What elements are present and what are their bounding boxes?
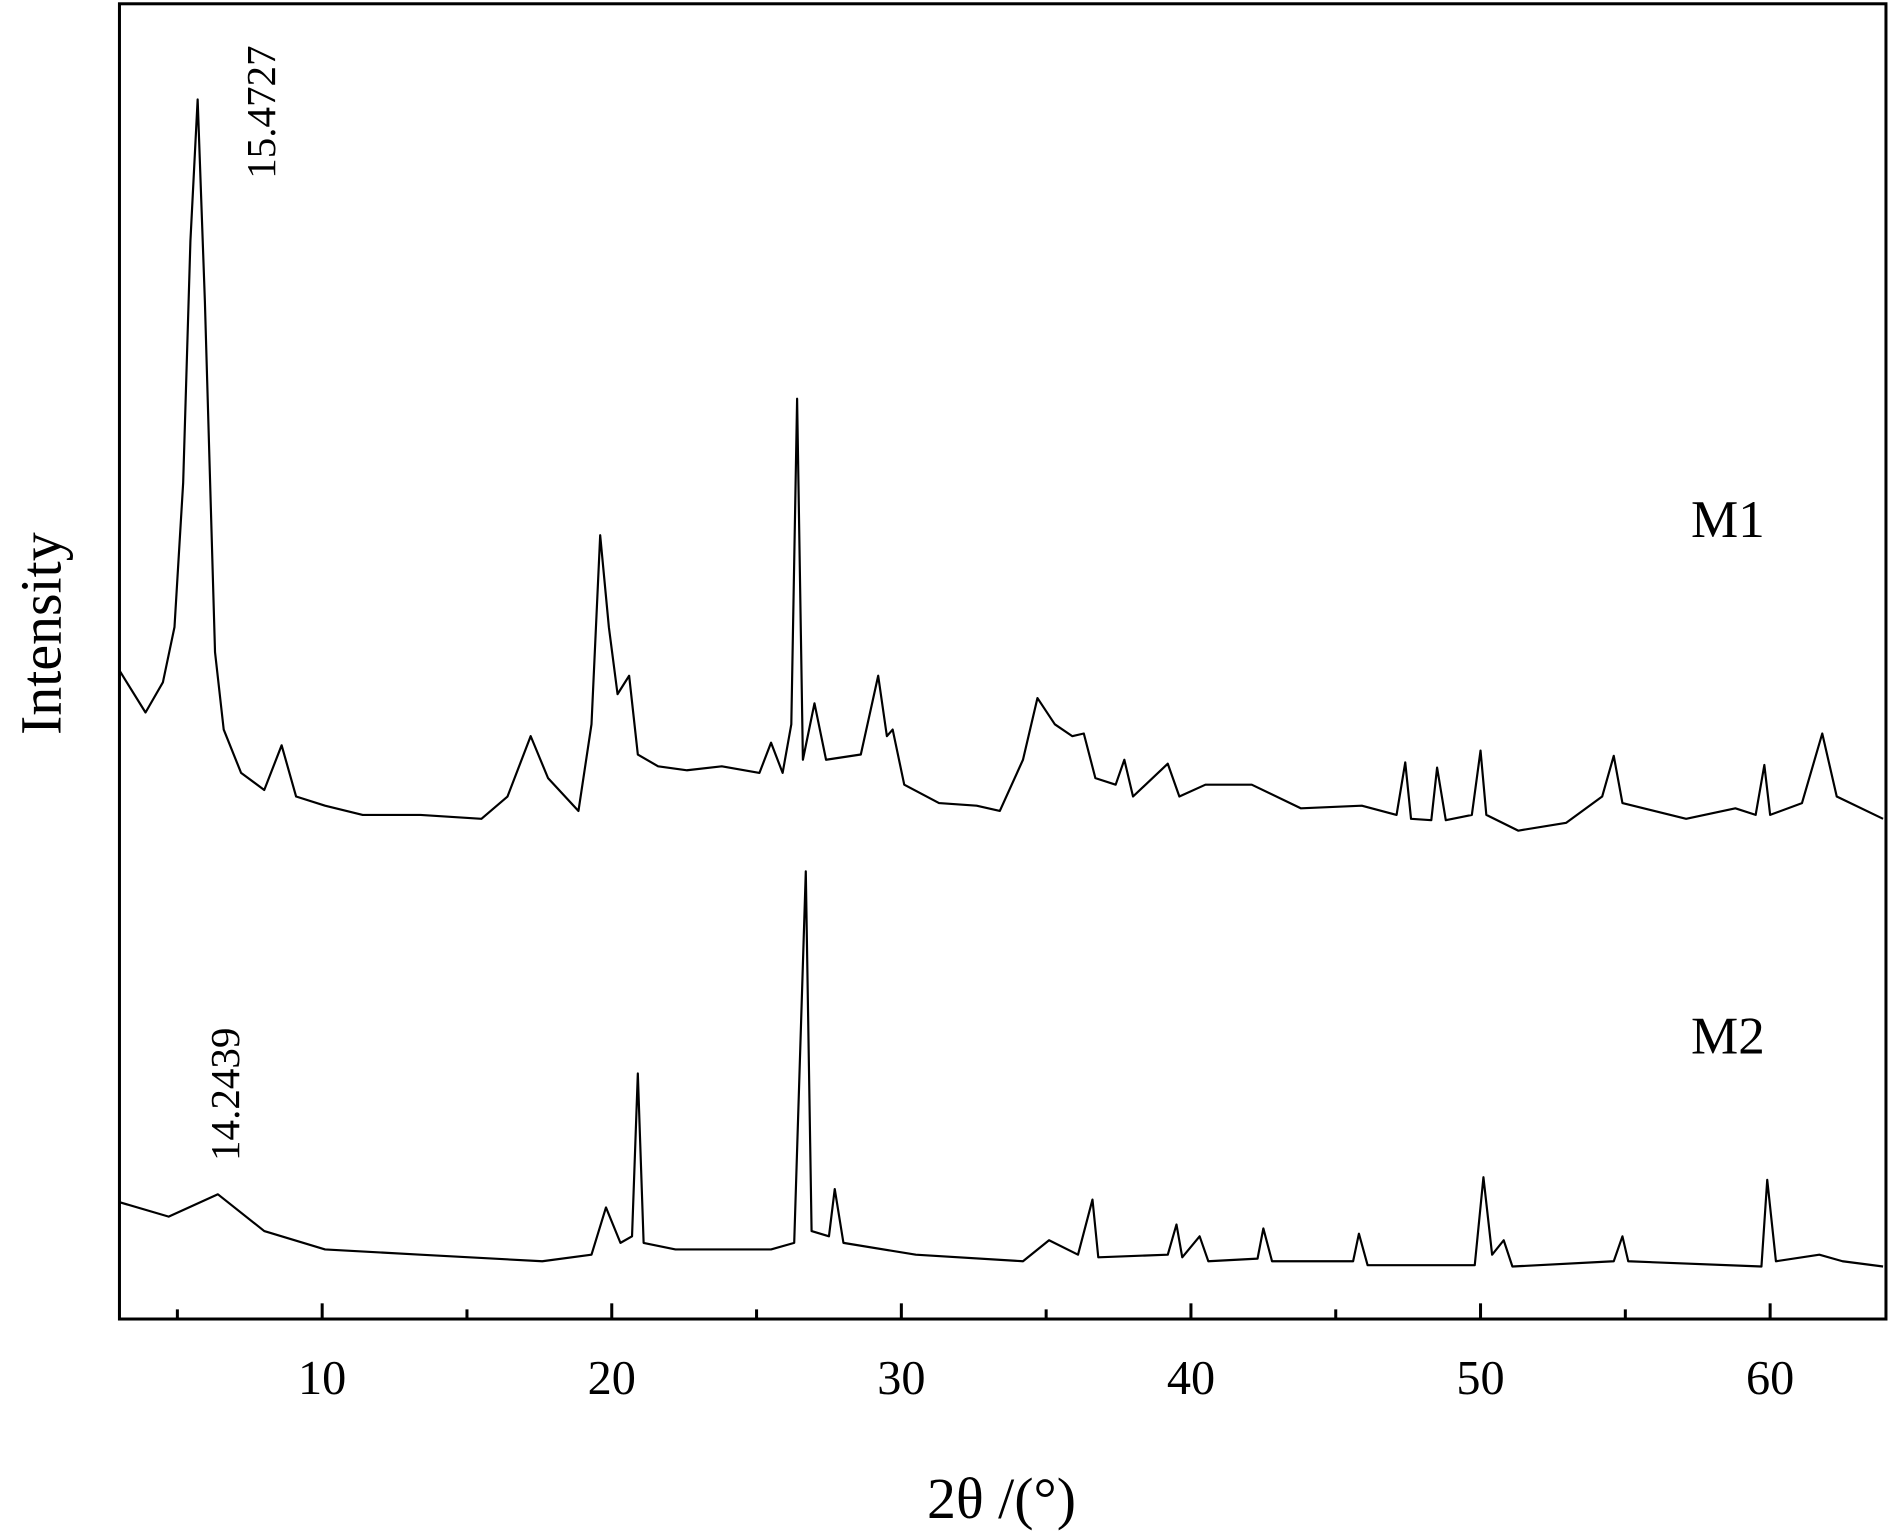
x-tick-label: 40 xyxy=(1167,1352,1215,1405)
series-line xyxy=(118,98,1884,832)
series-label: M1 xyxy=(1691,491,1765,549)
plot-frame xyxy=(117,2,1888,1321)
series-label: M2 xyxy=(1691,1008,1765,1066)
x-tick-label: 10 xyxy=(298,1352,346,1405)
x-tick-label: 20 xyxy=(588,1352,636,1405)
y-axis-label: Intensity xyxy=(8,532,73,735)
x-axis-label: 2θ /(°) xyxy=(927,1466,1076,1531)
series-line xyxy=(119,870,1884,1268)
x-tick-label: 60 xyxy=(1746,1352,1794,1405)
peak-annotation: 15.4727 xyxy=(238,45,284,178)
peak-annotation: 14.2439 xyxy=(202,1028,248,1161)
x-tick-label: 50 xyxy=(1456,1352,1504,1405)
x-tick-label: 30 xyxy=(877,1352,925,1405)
